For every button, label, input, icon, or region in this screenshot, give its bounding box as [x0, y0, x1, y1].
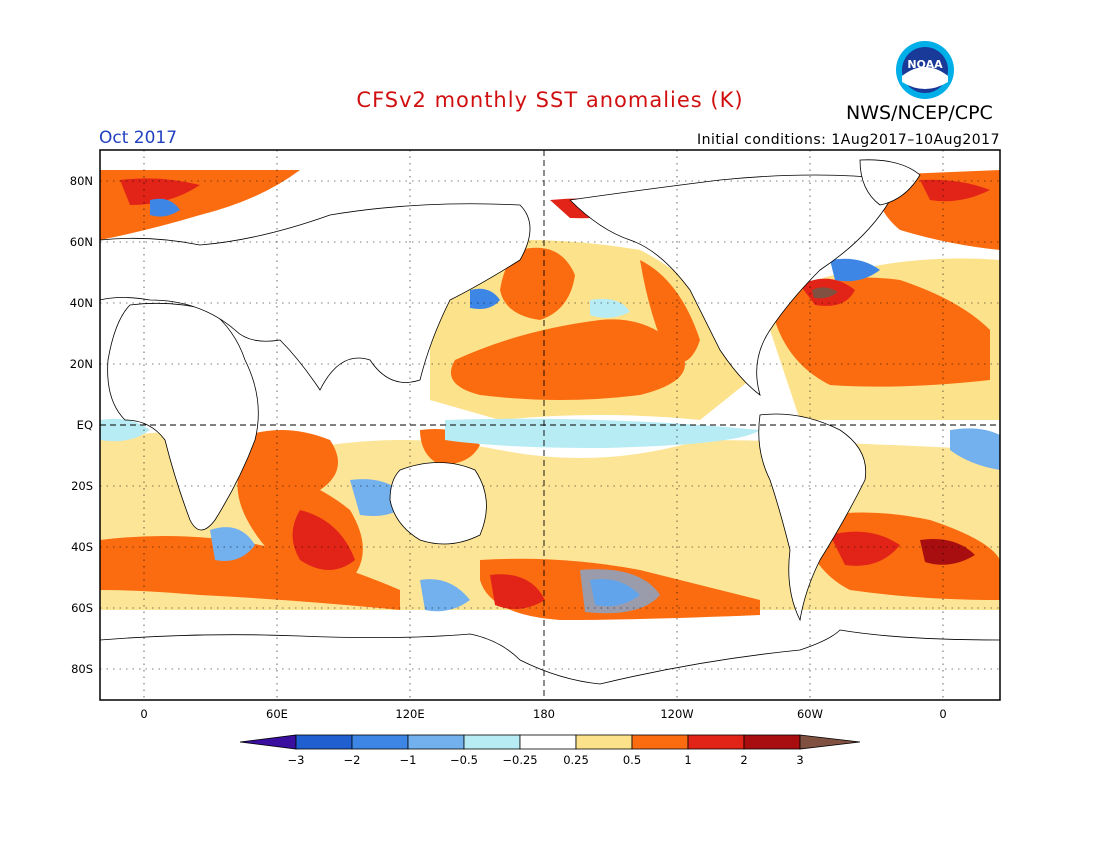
colorbar-labels: −3 −2 −1 −0.5 −0.25 0.25 0.5 1 2 3	[288, 753, 804, 767]
lat-label: 60N	[70, 235, 93, 249]
equator-dateline	[100, 150, 1000, 700]
colorbar-segment	[295, 734, 353, 750]
colorbar-segment	[575, 734, 633, 750]
colorbar-segment	[351, 734, 409, 750]
lat-label: EQ	[77, 418, 93, 432]
colorbar-label: 3	[796, 753, 803, 767]
lat-label: 60S	[71, 601, 93, 615]
land-outline	[100, 159, 921, 622]
lat-label: 80N	[70, 174, 93, 188]
lon-label: 120E	[395, 707, 424, 721]
lon-label: 120W	[660, 707, 693, 721]
month-label: Oct 2017	[99, 128, 178, 148]
colorbar-segment	[631, 734, 689, 750]
colorbar-label: −0.25	[502, 753, 537, 767]
lon-label: 180	[533, 707, 555, 721]
colorbar-label: −2	[344, 753, 361, 767]
colorbar-segment	[687, 734, 745, 750]
chart-title: CFSv2 monthly SST anomalies (K)	[356, 88, 744, 112]
colorbar-label: −0.5	[450, 753, 478, 767]
colorbar-segment	[799, 734, 861, 750]
colorbar-segment	[239, 734, 297, 750]
colorbar-segment	[743, 734, 801, 750]
noaa-logo-text: NOAA	[907, 58, 943, 71]
lon-label: 60E	[266, 707, 288, 721]
colorbar-label: 0.25	[563, 753, 589, 767]
colorbar-segment	[407, 734, 465, 750]
gridlines	[100, 150, 1000, 700]
colorbar-segment	[463, 734, 521, 750]
lat-label: 80S	[71, 662, 93, 676]
colorbar-label: 1	[684, 753, 691, 767]
colorbar-label: −3	[288, 753, 305, 767]
lat-label: 20N	[70, 357, 93, 371]
colorbar-segment	[519, 734, 577, 750]
colorbar-label: 0.5	[623, 753, 641, 767]
longitude-labels: 0 60E 120E 180 120W 60W 0	[140, 707, 946, 721]
lat-label: 40S	[71, 540, 93, 554]
lat-label: 20S	[71, 479, 93, 493]
lon-label: 0	[939, 707, 946, 721]
agency-label: NWS/NCEP/CPC	[846, 102, 993, 124]
lon-label: 60W	[797, 707, 823, 721]
lon-label: 0	[140, 707, 147, 721]
colorbar	[239, 734, 861, 750]
colorbar-label: 2	[740, 753, 747, 767]
noaa-logo: NOAA	[896, 41, 954, 99]
colorbar-label: −1	[400, 753, 417, 767]
latitude-labels: 80N 60N 40N 20N EQ 20S 40S 60S 80S	[70, 174, 93, 676]
initial-conditions-label: Initial conditions: 1Aug2017–10Aug2017	[696, 132, 1000, 148]
lat-label: 40N	[70, 296, 93, 310]
